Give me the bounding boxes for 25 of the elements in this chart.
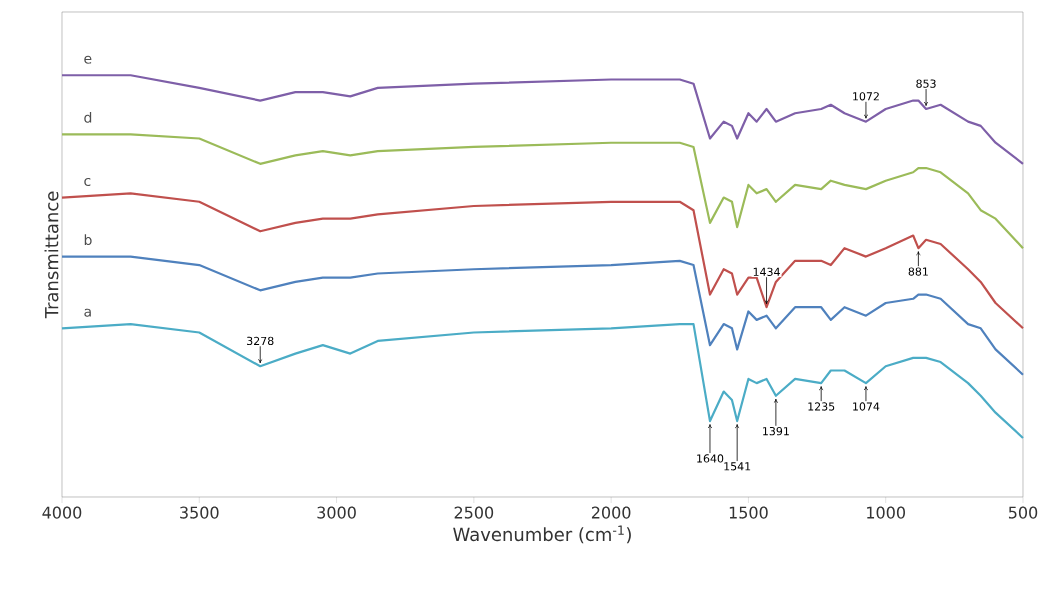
- annotation: 3278: [247, 336, 274, 346]
- y-axis-title: Transmittance: [44, 191, 59, 319]
- annotation: 853: [916, 79, 936, 88]
- x-tick-label: 3000: [317, 506, 356, 519]
- x-tick-label: 2500: [454, 506, 494, 519]
- annotation: 1072: [853, 92, 879, 101]
- annotation: 1434: [753, 267, 780, 277]
- x-tick-label: 3500: [180, 506, 219, 519]
- annotation: 881: [908, 267, 928, 276]
- annotation: 1391: [763, 426, 789, 436]
- series-label: c: [84, 177, 91, 187]
- annotation: 1235: [808, 402, 835, 411]
- annotation: 1640: [697, 454, 724, 463]
- series-label: a: [84, 308, 91, 317]
- x-tick-label: 1500: [729, 506, 768, 519]
- series-label: d: [84, 111, 92, 123]
- x-tick-label: 1000: [867, 506, 905, 519]
- annotation: 1541: [724, 462, 751, 471]
- x-tick-label: 4000: [42, 506, 82, 519]
- x-tick-label: 2000: [591, 506, 631, 519]
- series-label: b: [84, 234, 92, 246]
- annotation: 1074: [853, 402, 880, 411]
- x-tick-label: 500: [1008, 506, 1038, 519]
- x-axis-title: Wavenumber (cm$^{-1}$): [453, 525, 631, 544]
- series-label: e: [84, 55, 92, 64]
